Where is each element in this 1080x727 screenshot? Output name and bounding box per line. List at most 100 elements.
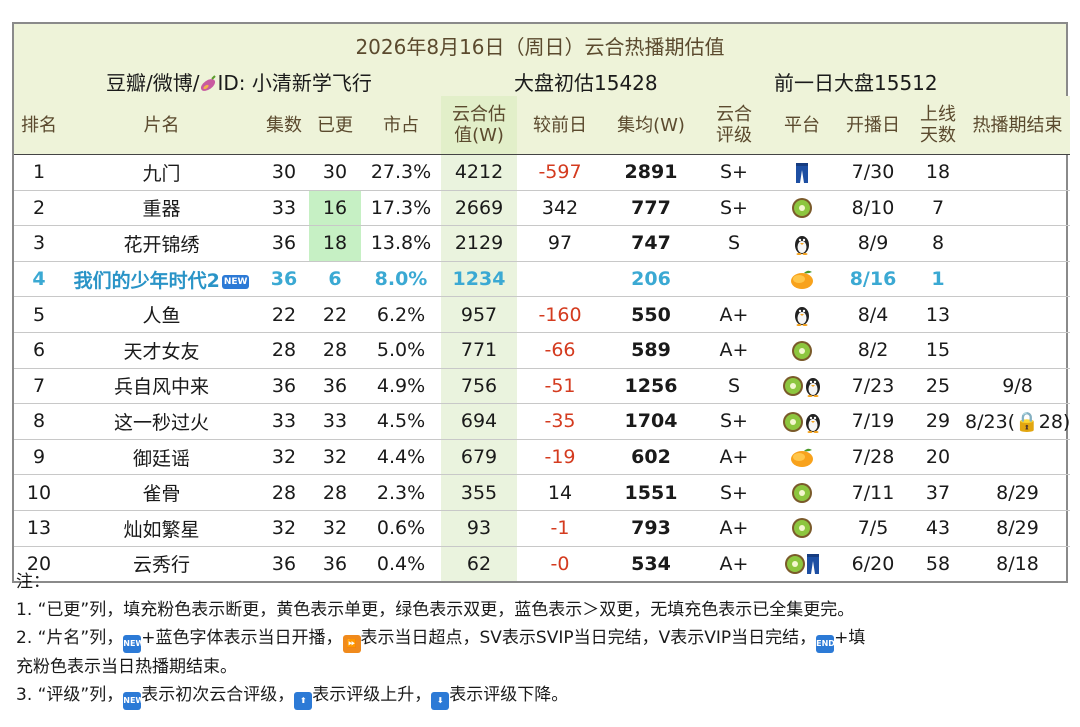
estimate-cell: 756 — [441, 367, 517, 404]
updated-cell: 33 — [309, 403, 361, 440]
average-cell: 1551 — [603, 474, 699, 511]
grade-cell-text: S — [727, 232, 741, 255]
rank-cell-text: 13 — [26, 517, 52, 540]
platform-cell — [769, 403, 835, 440]
updated-cell-text: 32 — [322, 517, 348, 540]
end-cell: 8/29 — [965, 474, 1070, 511]
grade-cell-text: A+ — [719, 552, 749, 575]
average-cell-text: 550 — [631, 303, 671, 326]
start-date-cell: 7/30 — [835, 154, 911, 191]
title-cell-text: 天才女友 — [123, 340, 200, 363]
average-cell: 602 — [603, 438, 699, 475]
updated-cell-text: 6 — [328, 268, 342, 291]
title-cell-text: 重器 — [142, 198, 181, 221]
average-cell: 747 — [603, 225, 699, 262]
title-cell: 花开锦绣 — [64, 225, 259, 262]
start-date-cell: 8/16 — [835, 260, 911, 297]
share-cell-text: 0.4% — [376, 552, 426, 575]
new-icon: NEW — [123, 635, 144, 653]
start-date-cell-text: 7/11 — [851, 481, 895, 504]
end-cell-text: 8/18 — [996, 552, 1039, 575]
estimate-cell: 355 — [441, 474, 517, 511]
arrow-up-icon: ⬆ — [294, 692, 313, 710]
delta-cell: 342 — [517, 189, 603, 226]
rank-cell: 10 — [14, 474, 64, 511]
episodes-cell: 36 — [259, 367, 309, 404]
rank-cell-text: 5 — [32, 303, 46, 326]
end-cell — [965, 225, 1070, 262]
table-row: 4 我们的少年时代2 NEW 36 6 8.0% 1234 206 8/16 1 — [14, 260, 1070, 297]
updated-cell-text: 16 — [322, 196, 348, 219]
platform-cell — [769, 474, 835, 511]
days-cell: 37 — [911, 474, 965, 511]
delta-cell: -66 — [517, 331, 603, 369]
rank-cell: 4 — [14, 260, 64, 297]
rank-cell: 6 — [14, 331, 64, 369]
table-row: 13 灿如繁星 32 32 0.6% 93 -1 793 A+ 7/5 43 8/29 — [14, 509, 1070, 547]
title-cell: 灿如繁星 — [64, 509, 259, 547]
iqiyi-kiwi-icon — [792, 482, 812, 503]
end-cell-text: 9/8 — [1002, 374, 1033, 397]
col-start-date: 开播日 — [835, 96, 911, 155]
iqiyi-kiwi-icon — [792, 518, 812, 539]
table-row: 5 人鱼 22 22 6.2% 957 -160 550 A+ 8/4 13 — [14, 296, 1070, 333]
delta-cell: -597 — [517, 154, 603, 191]
start-date-cell-text: 8/10 — [851, 196, 895, 219]
grade-cell: A+ — [699, 509, 769, 547]
average-cell-text: 1704 — [624, 410, 678, 433]
delta-cell: -19 — [517, 438, 603, 475]
estimate-cell: 93 — [441, 509, 517, 547]
end-cell — [965, 331, 1070, 369]
start-date-cell-text: 8/2 — [857, 339, 889, 362]
platform-cell — [769, 189, 835, 226]
start-date-cell: 7/19 — [835, 403, 911, 440]
days-cell: 20 — [911, 438, 965, 475]
estimate-cell: 1234 — [441, 260, 517, 297]
delta-cell: -51 — [517, 367, 603, 404]
source-credit: 豆瓣/微博/ID: 小清新学飞行 — [14, 67, 514, 96]
average-cell: 2891 — [603, 154, 699, 191]
end-cell-text: 8/29 — [996, 517, 1039, 540]
title-cell-text: 灿如繁星 — [123, 518, 200, 541]
delta-cell-text: 14 — [547, 481, 573, 504]
delta-cell: -1 — [517, 509, 603, 547]
average-cell-text: 747 — [631, 232, 671, 255]
notes-heading: 注： — [16, 572, 50, 592]
iqiyi-kiwi-icon — [792, 198, 812, 219]
iqiyi-kiwi-icon — [783, 376, 803, 397]
table-row: 6 天才女友 28 28 5.0% 771 -66 589 A+ 8/2 15 — [14, 331, 1070, 369]
updated-cell: 18 — [309, 225, 361, 262]
episodes-cell-text: 33 — [271, 196, 297, 219]
end-cell — [965, 438, 1070, 475]
grade-cell-text: S+ — [720, 161, 748, 184]
title-cell-text: 这一秒过火 — [113, 411, 209, 434]
days-cell-text: 13 — [925, 303, 951, 326]
end-cell: 8/29 — [965, 509, 1070, 547]
share-cell-text: 4.5% — [376, 410, 426, 433]
col-grade: 云合 评级 — [699, 96, 769, 155]
platform-cell — [769, 296, 835, 333]
episodes-cell-text: 33 — [271, 410, 297, 433]
title-cell: 人鱼 — [64, 296, 259, 333]
info-row: 豆瓣/微博/ID: 小清新学飞行 大盘初估15428 前一日大盘15512 — [14, 66, 1066, 96]
table-row: 2 重器 33 16 17.3% 2669 342 777 S+ 8/10 7 — [14, 189, 1070, 226]
estimate-cell-text: 355 — [460, 481, 498, 504]
rank-cell: 3 — [14, 225, 64, 262]
notes-section: 注： 1. “已更”列，填充粉色表示断更，黄色表示单更，绿色表示双更，蓝色表示＞… — [16, 568, 1068, 710]
days-cell-text: 15 — [925, 339, 951, 362]
note-3-part-b: 表示初次云合评级， — [141, 685, 295, 705]
grade-cell — [699, 260, 769, 297]
delta-cell-text: -51 — [544, 374, 576, 397]
fast-forward-icon: ⏩ — [342, 635, 361, 653]
col-average: 集均(W) — [603, 96, 699, 155]
average-cell: 534 — [603, 545, 699, 582]
rank-cell-text: 10 — [26, 481, 52, 504]
title-cell: 御廷谣 — [64, 438, 259, 475]
average-cell-text: 1256 — [624, 374, 678, 397]
days-cell-text: 18 — [925, 161, 951, 184]
days-cell: 58 — [911, 545, 965, 582]
share-cell: 13.8% — [361, 225, 441, 262]
delta-cell-text: 342 — [541, 196, 579, 219]
average-cell: 777 — [603, 189, 699, 226]
grade-cell-text: A+ — [719, 339, 749, 362]
